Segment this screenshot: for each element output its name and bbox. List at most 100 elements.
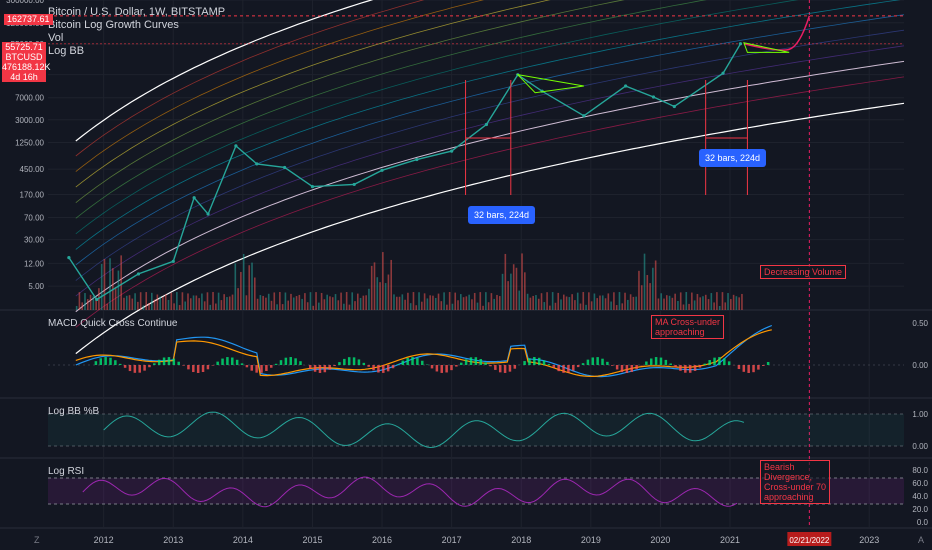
- price-tick-label: 70.00: [24, 214, 45, 223]
- volume-bar: [565, 296, 568, 310]
- macd-histogram-bar: [104, 357, 107, 365]
- timezone-corner[interactable]: Z: [34, 535, 40, 545]
- volume-bar: [103, 258, 106, 310]
- volume-bar: [337, 300, 340, 310]
- growth-band-curve: [75, 0, 799, 235]
- volume-bar: [153, 299, 156, 310]
- volume-bar: [426, 298, 429, 310]
- volume-bar: [120, 255, 122, 310]
- volume-bar: [518, 290, 521, 310]
- volume-bar: [487, 302, 490, 310]
- volume-bar: [504, 253, 507, 310]
- volume-bar: [198, 298, 200, 310]
- volume-bar: [526, 293, 529, 310]
- volume-bar: [537, 298, 540, 310]
- auto-scale-button[interactable]: A: [918, 535, 925, 545]
- volume-bar: [223, 294, 225, 310]
- volume-bar: [178, 305, 181, 310]
- volume-bar: [134, 293, 136, 310]
- volume-bar: [329, 296, 331, 310]
- macd-histogram-bar: [128, 365, 132, 372]
- growth-band-curve: [75, 76, 905, 328]
- volume-bar: [387, 274, 390, 310]
- volume-bar: [741, 293, 743, 310]
- growth-band-curve: [75, 14, 905, 266]
- volume-bar: [370, 265, 373, 310]
- macd-histogram-bar: [192, 365, 195, 373]
- macd-histogram-bar: [270, 365, 273, 368]
- macd-histogram-bar: [235, 359, 239, 365]
- bars-range-label-a[interactable]: 32 bars, 224d: [468, 206, 536, 224]
- bars-range-label-b[interactable]: 32 bars, 224d: [699, 149, 767, 167]
- volume-note[interactable]: Decreasing Volume: [760, 265, 847, 279]
- macd-histogram-bar: [396, 364, 400, 365]
- volume-bar: [237, 288, 239, 310]
- volume-bar: [123, 297, 125, 310]
- macd-histogram-bar: [289, 357, 292, 365]
- volume-bar: [290, 293, 292, 310]
- macd-histogram-bar: [484, 362, 487, 365]
- volume-bar: [576, 292, 579, 310]
- indicator-vol[interactable]: Vol: [48, 32, 64, 44]
- volume-bar: [532, 295, 534, 310]
- growth-band-curve: [75, 0, 425, 157]
- volume-bar: [279, 292, 281, 310]
- volume-bar: [234, 263, 237, 310]
- volume-bar: [348, 304, 351, 310]
- macd-histogram-bar: [347, 357, 351, 365]
- volume-bar: [415, 305, 418, 310]
- volume-bar: [359, 297, 362, 310]
- macd-pane-title[interactable]: MACD Quick Cross Continue: [48, 318, 178, 329]
- volume-bar: [421, 301, 423, 310]
- macd-histogram-bar: [498, 365, 502, 373]
- macd-histogram-bar: [474, 357, 478, 365]
- indicator-log-growth-curves[interactable]: Bitcoin Log Growth Curves: [48, 19, 179, 31]
- volume-bar: [459, 294, 462, 310]
- volume-bar: [437, 293, 440, 310]
- volume-bar: [81, 302, 84, 310]
- volume-bar: [448, 292, 451, 310]
- macd-histogram-bar: [167, 357, 171, 365]
- macd-note[interactable]: MA Cross-under approaching: [651, 315, 725, 339]
- price-tick-label: 1250.00: [15, 139, 44, 148]
- indicator-log-bb[interactable]: Log BB: [48, 45, 85, 57]
- volume-bar: [493, 298, 495, 310]
- macd-histogram-bar: [172, 358, 176, 365]
- volume-bar: [95, 297, 97, 310]
- price-point: [255, 162, 259, 166]
- macd-histogram-bar: [338, 362, 341, 365]
- volume-bar: [98, 288, 100, 310]
- macd-histogram-bar: [216, 361, 219, 365]
- macd-histogram-bar: [99, 358, 102, 365]
- volume-bar: [473, 292, 476, 310]
- rsi-note[interactable]: Bearish Divergence, Cross-under 70 appro…: [760, 460, 831, 504]
- triangle-2021: [743, 42, 790, 53]
- volume-bar: [490, 293, 493, 310]
- volume-bar: [276, 304, 278, 310]
- bb-pane-title[interactable]: Log BB %B: [48, 406, 100, 417]
- volume-bar: [331, 297, 334, 310]
- volume-bar: [457, 300, 459, 310]
- volume-bar: [451, 303, 454, 310]
- rsi-pane-title[interactable]: Log RSI: [48, 466, 85, 477]
- volume-bar: [109, 258, 111, 310]
- volume-bar: [601, 295, 604, 310]
- macd-histogram-bar: [620, 365, 624, 373]
- volume-bar: [114, 286, 117, 310]
- volume-bar: [434, 297, 437, 310]
- macd-slow-line: [75, 329, 772, 377]
- volume-bar: [145, 292, 148, 310]
- price-tick-label: 300000.00: [6, 0, 44, 5]
- target-date-badge: [787, 532, 832, 546]
- growth-band-curve: [75, 0, 707, 219]
- macd-histogram-bar: [537, 357, 541, 365]
- price-point: [380, 168, 384, 172]
- macd-histogram-bar: [411, 357, 414, 365]
- volume-bar: [162, 296, 164, 310]
- macd-histogram-bar: [118, 363, 122, 365]
- macd-histogram-bar: [162, 357, 166, 365]
- volume-bar: [621, 303, 624, 310]
- volume-bar: [142, 305, 145, 310]
- macd-histogram-bar: [406, 357, 409, 365]
- volume-bar: [738, 297, 740, 310]
